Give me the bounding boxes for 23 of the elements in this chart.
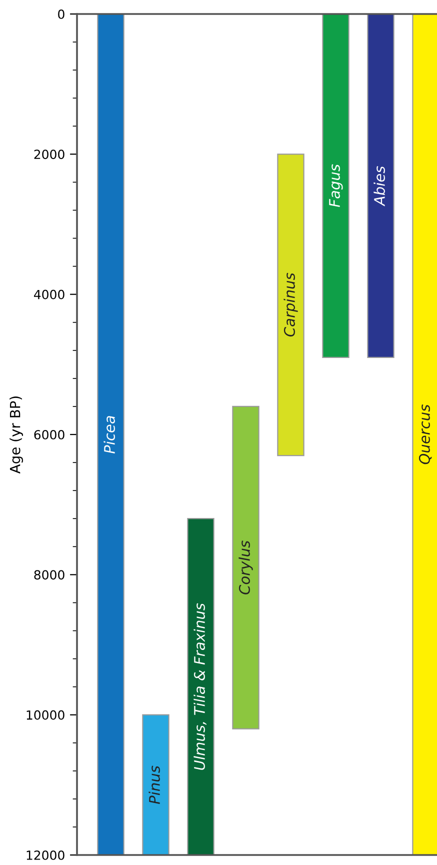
y-tick-label: 2000	[34, 150, 64, 160]
x-tick-label: Corylus	[238, 540, 253, 594]
y-tick-label: 0	[58, 9, 64, 19]
x-tick-label: Abies	[374, 166, 385, 206]
y-tick-label: 10000	[26, 710, 64, 720]
x-tick-label: Carpinus	[284, 272, 298, 336]
y-tick-label: 12000	[26, 850, 64, 860]
y-axis-title: Age (yr BP)	[10, 396, 23, 474]
x-tick-label: Pinus	[148, 766, 160, 804]
bar	[142, 714, 170, 855]
bar	[232, 406, 260, 730]
bar	[322, 14, 350, 358]
y-tick-label: 4000	[34, 290, 64, 300]
x-tick-label: Fagus	[329, 164, 343, 208]
x-tick-label: Picea	[104, 416, 115, 454]
y-tick-label: 6000	[34, 430, 64, 440]
x-tick-label: Quercus	[418, 404, 432, 464]
bar	[187, 518, 214, 855]
y-tick-label: 8000	[34, 570, 64, 580]
x-tick-label: Ulmus, Tilia & Fraxinus	[194, 603, 206, 770]
bar	[277, 154, 304, 456]
bar	[367, 14, 394, 358]
bar	[97, 14, 124, 855]
